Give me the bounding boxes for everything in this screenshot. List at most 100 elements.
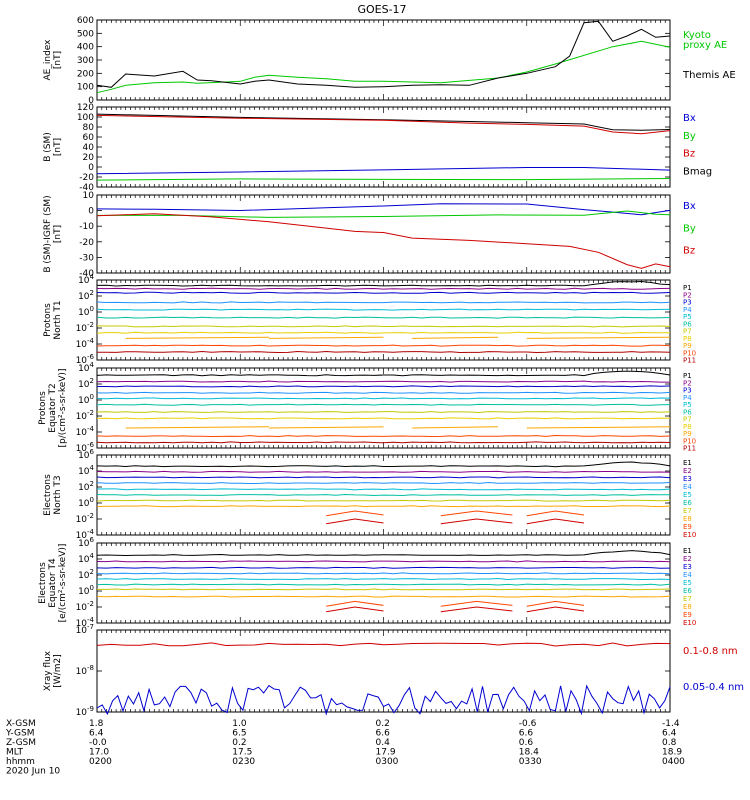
panel-7: 106 104 102 100 10-2 10-4 Electrons Equator T4[…: [38, 536, 696, 629]
y-axis-label: [e/(cm²-s-sr-keV)]: [58, 544, 68, 623]
x-axis-row-name: X-GSM: [6, 719, 36, 729]
x-axis-row-name: Z-GSM: [6, 738, 36, 748]
legend-kyoto: Kyoto: [683, 30, 711, 41]
legend-p10: P10: [683, 437, 696, 445]
legend-p4: P4: [683, 394, 692, 402]
series-line-e4: [96, 572, 671, 575]
x-axis-row-value: 6.6: [376, 729, 391, 739]
x-axis-row-name: MLT: [6, 748, 24, 758]
y-tick-label: 10-6: [76, 441, 95, 454]
y-axis-label: Equator T2: [48, 383, 58, 432]
series-line-e4: [96, 481, 671, 485]
panel-5: 104 102 100 10-2 10-4 10-6 Protons Equator T2 [p…: [38, 361, 696, 454]
y-tick-label: 10-4: [76, 425, 95, 438]
series-line-p5: [96, 397, 671, 400]
y-tick-label: 104: [78, 273, 94, 286]
y-tick-label: 100: [78, 496, 94, 509]
panel-4: 104 102 100 10-2 10-4 10-6 Protons North T1 P1P2…: [43, 273, 696, 366]
legend-bx: Bx: [683, 201, 696, 212]
series-line-e6: [96, 493, 670, 497]
series-line-p3: [96, 291, 671, 294]
y-tick-label: 106: [78, 536, 94, 549]
legend-p1: P1: [683, 284, 692, 292]
series-line-p6: [96, 403, 671, 406]
y-axis-label: [nT]: [53, 225, 63, 243]
x-axis-row-value: 0.4: [376, 738, 391, 748]
series-line-p1: [96, 280, 671, 287]
x-axis-row-value: 17.9: [376, 748, 396, 758]
series-line-e5: [96, 488, 671, 491]
legend-p5: P5: [683, 313, 692, 321]
legend-bz: Bz: [683, 246, 695, 257]
series-line-bx: [96, 167, 671, 175]
series-line-bmag: [96, 113, 671, 131]
y-axis-label: Equator T4: [48, 558, 58, 608]
legend-e4: E4: [683, 571, 692, 579]
legend-e2: E2: [683, 555, 692, 563]
series-line-p8: [96, 417, 671, 420]
y-tick-label: 10-2: [76, 600, 94, 613]
panel-frame: [96, 19, 671, 101]
legend-0-05-0-4-nm: 0.05-0.4 nm: [683, 682, 744, 693]
series-line-e3: [96, 566, 671, 569]
y-tick-label: 400: [77, 43, 94, 53]
y-tick-label: -20: [79, 173, 94, 183]
y-tick-label: 40: [83, 143, 95, 153]
legend-p11: P11: [683, 445, 696, 453]
y-axis-label: Xray flux: [43, 650, 53, 691]
legend-e5: E5: [683, 579, 692, 587]
legend-e5: E5: [683, 491, 692, 499]
y-tick-label: 0: [88, 96, 94, 106]
legend-e8: E8: [683, 515, 692, 523]
series-line-e9: [326, 510, 585, 517]
series-line-e2: [96, 560, 671, 563]
y-tick-label: -10: [79, 222, 94, 232]
y-tick-label: -40: [79, 269, 94, 279]
y-tick-label: 20: [83, 153, 95, 163]
legend-by: By: [683, 223, 696, 234]
x-axis-row-value: 0230: [232, 757, 255, 767]
y-tick-label: 200: [77, 69, 94, 79]
series-line-p5: [96, 308, 670, 311]
y-tick-label: 106: [78, 448, 94, 461]
x-axis-row-value: 0300: [376, 757, 399, 767]
y-axis-label: AE_index: [43, 39, 53, 81]
y-tick-label: 102: [78, 568, 94, 581]
legend-bx: Bx: [683, 113, 696, 124]
series-line-e3: [96, 476, 671, 479]
series-line-p1: [96, 370, 671, 377]
legend-e1: E1: [683, 459, 692, 467]
y-tick-label: 0: [88, 163, 94, 173]
y-tick-label: 120: [77, 103, 94, 113]
legend-e10: E10: [683, 531, 696, 539]
y-axis-label: B (SM): [43, 132, 53, 162]
legend-e7: E7: [683, 507, 692, 515]
legend-e7: E7: [683, 595, 692, 603]
legend-p6: P6: [683, 408, 692, 416]
legend-e4: E4: [683, 483, 692, 491]
x-axis-group: X-GSM 1.8 1.0 0.2 -0.6 -1.4 Y-GSM 6.4 6.5 6.6 6.6 6…: [5, 719, 685, 777]
panel-3: 10 0 -10 -20 -30 -40 B (SM)-IGRF (SM) [nT] Bx By B…: [43, 191, 696, 279]
x-axis-row-name: hhmm: [6, 757, 35, 767]
x-axis-row-value: 6.6: [519, 729, 534, 739]
legend-p7: P7: [683, 416, 692, 424]
y-tick-label: 10-4: [76, 616, 95, 629]
x-axis-date: 2020 Jun 10: [6, 767, 60, 777]
series-line-p7: [96, 411, 671, 414]
legend-themis-ae: Themis AE: [682, 70, 736, 81]
legend-bmag: Bmag: [683, 166, 712, 177]
y-tick-label: 10-2: [76, 409, 94, 422]
y-tick-label: -30: [79, 253, 94, 263]
y-tick-label: 102: [78, 377, 94, 390]
series-line-e6: [96, 583, 671, 586]
x-axis-row-value: 0.6: [519, 738, 534, 748]
y-tick-label: 102: [78, 289, 94, 302]
x-axis-row-value: 1.0: [232, 719, 247, 729]
y-tick-label: 10-4: [76, 528, 95, 541]
series-line-kyoto: [96, 40, 671, 94]
panel-frame: [96, 194, 671, 274]
x-axis-row-value: 1.8: [89, 719, 104, 729]
